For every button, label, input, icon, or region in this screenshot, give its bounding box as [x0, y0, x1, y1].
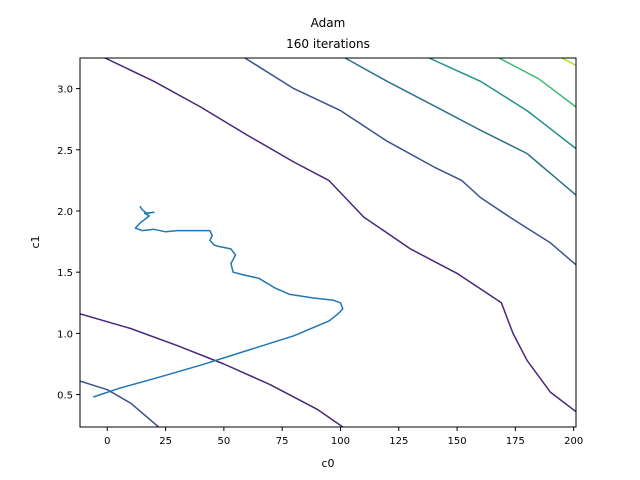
chart-title: Adam — [311, 16, 346, 30]
chart-subtitle: 160 iterations — [286, 37, 370, 51]
contour-line-3 — [104, 58, 576, 413]
y-tick-label: 0.5 — [57, 391, 73, 402]
axes-frame — [79, 57, 577, 428]
optimization-path-1 — [93, 205, 344, 398]
y-tick-label: 1.0 — [57, 329, 73, 340]
contour-line-6 — [428, 58, 576, 150]
x-tick-label: 125 — [389, 436, 408, 447]
x-tick-label: 50 — [218, 436, 231, 447]
y-axis-ticks: 0.5 1.0 1.5 2.0 2.5 3.0 — [57, 85, 80, 402]
x-axis-ticks: 0 25 50 75 100 125 150 175 200 — [104, 427, 583, 447]
x-axis-label: c0 — [321, 457, 334, 470]
y-tick-label: 2.0 — [57, 207, 73, 218]
x-tick-label: 0 — [104, 436, 110, 447]
x-tick-label: 100 — [331, 436, 350, 447]
contour-line-5 — [344, 58, 576, 196]
y-axis-label: c1 — [29, 235, 42, 248]
x-tick-label: 175 — [506, 436, 525, 447]
x-tick-label: 150 — [448, 436, 467, 447]
contour-line-4 — [244, 58, 576, 266]
contours-layer — [80, 58, 576, 427]
x-tick-label: 75 — [276, 436, 289, 447]
x-tick-label: 25 — [159, 436, 172, 447]
y-tick-label: 1.5 — [57, 268, 73, 279]
contour-line-7 — [498, 58, 576, 108]
contour-line-1 — [80, 380, 160, 427]
contour-line-8 — [561, 58, 576, 66]
y-tick-label: 2.5 — [57, 146, 73, 157]
x-tick-label: 200 — [564, 436, 583, 447]
y-tick-label: 3.0 — [57, 85, 73, 96]
series-layer — [93, 205, 344, 398]
contour-line-2 — [80, 313, 344, 427]
